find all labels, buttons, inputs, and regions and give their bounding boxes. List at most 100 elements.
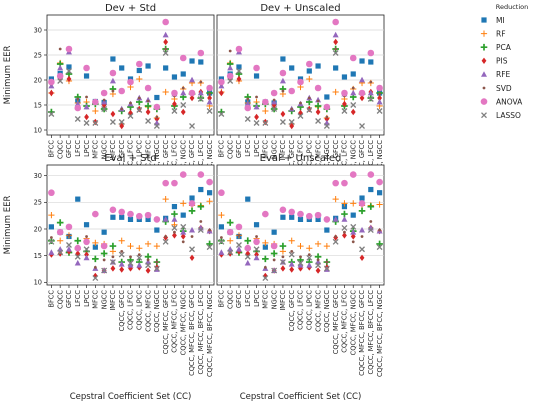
point-svd xyxy=(378,228,382,232)
point-pca xyxy=(376,240,383,248)
x-tick-label: CQCC, LPCC xyxy=(135,140,143,180)
legend-item-lasso: LASSO xyxy=(481,111,521,120)
point-pis xyxy=(172,232,177,239)
point-anova xyxy=(171,179,178,187)
point-pis xyxy=(66,75,72,83)
point-rf xyxy=(297,242,304,250)
point-lasso xyxy=(101,106,108,112)
point-anova xyxy=(65,223,73,231)
point-mi xyxy=(171,74,178,80)
point-lasso xyxy=(359,246,365,253)
point-anova xyxy=(314,211,322,219)
point-lasso xyxy=(253,246,260,253)
series-anova xyxy=(48,171,213,252)
x-tick-label: CQCC, MFCC xyxy=(144,290,152,332)
point-anova xyxy=(262,98,269,106)
x-tick-label: CQCC, MFCC, BFCC, GFCC xyxy=(188,290,196,376)
point-lasso xyxy=(323,123,330,129)
point-rf xyxy=(332,196,339,203)
point-pis xyxy=(342,232,347,239)
point-lasso xyxy=(145,118,152,124)
point-rf xyxy=(262,239,269,246)
point-anova xyxy=(144,211,152,219)
point-svd xyxy=(369,80,373,84)
point-pca xyxy=(279,242,287,250)
point-rfe xyxy=(136,262,143,268)
series-anova xyxy=(48,18,213,112)
point-rfe xyxy=(127,262,134,268)
point-anova xyxy=(235,45,243,53)
point-pis xyxy=(350,233,356,240)
point-anova xyxy=(358,89,366,97)
point-mi xyxy=(280,214,286,220)
point-anova xyxy=(74,244,82,252)
point-pis xyxy=(254,251,259,258)
point-rf xyxy=(162,88,169,96)
point-mi xyxy=(92,244,98,250)
point-rf xyxy=(144,240,152,248)
x-tick-label: CQCC, NGCC xyxy=(323,290,331,333)
point-svd xyxy=(307,253,311,256)
point-anova xyxy=(118,208,126,216)
point-mi xyxy=(341,74,348,80)
point-anova xyxy=(135,60,143,68)
point-pca xyxy=(367,94,375,102)
series-pca xyxy=(218,203,383,266)
point-lasso xyxy=(162,238,169,245)
point-anova xyxy=(367,171,375,178)
legend-marker xyxy=(481,17,487,23)
x-tick-label: LFCC xyxy=(74,290,82,307)
point-anova xyxy=(48,189,55,197)
point-lasso xyxy=(367,227,374,234)
legend-label: PCA xyxy=(496,43,512,52)
point-anova xyxy=(332,18,339,26)
point-lasso xyxy=(262,275,269,282)
point-anova xyxy=(358,200,366,207)
point-lasso xyxy=(66,242,72,248)
point-anova xyxy=(244,104,252,112)
point-lasso xyxy=(244,116,251,122)
legend-item-anova: ANOVA xyxy=(480,97,523,106)
point-anova xyxy=(188,200,196,207)
point-lasso xyxy=(315,262,322,269)
x-tick-label: CQCC xyxy=(226,290,234,309)
panel-title: Dev + Std xyxy=(105,3,156,14)
point-svd xyxy=(129,101,132,105)
point-rfe xyxy=(48,82,55,89)
point-rf xyxy=(332,88,339,96)
point-mi xyxy=(101,229,107,235)
point-rfe xyxy=(101,98,108,105)
point-lasso xyxy=(376,108,383,114)
point-mi xyxy=(83,73,90,79)
point-lasso xyxy=(271,106,278,112)
x-tick-label: CQCC, GFCC xyxy=(288,140,296,182)
point-lasso xyxy=(315,118,322,124)
point-lasso xyxy=(171,224,178,231)
point-anova xyxy=(206,84,213,92)
legend-marker xyxy=(480,30,488,37)
legend-label: LASSO xyxy=(496,111,521,120)
point-anova xyxy=(171,89,178,97)
point-mi xyxy=(324,227,330,233)
point-lasso xyxy=(376,244,383,251)
point-mi xyxy=(377,190,383,196)
point-svd xyxy=(290,107,294,111)
x-tick-label: IMFCC xyxy=(279,290,287,311)
point-svd xyxy=(360,235,364,238)
point-anova xyxy=(270,89,278,97)
point-svd xyxy=(164,235,168,238)
point-anova xyxy=(153,103,161,111)
point-lasso xyxy=(227,249,234,256)
point-pis xyxy=(145,267,151,274)
x-tick-label: CQCC, LFCC xyxy=(127,140,135,180)
point-rfe xyxy=(83,254,90,261)
point-anova xyxy=(270,242,278,250)
point-pis xyxy=(180,108,186,116)
point-mi xyxy=(333,65,339,71)
y-tick-label: 15 xyxy=(34,101,42,109)
point-lasso xyxy=(332,238,339,245)
point-mi xyxy=(83,222,90,228)
point-svd xyxy=(334,235,338,238)
x-tick-label: LPCC xyxy=(253,290,261,307)
point-svd xyxy=(281,255,285,259)
